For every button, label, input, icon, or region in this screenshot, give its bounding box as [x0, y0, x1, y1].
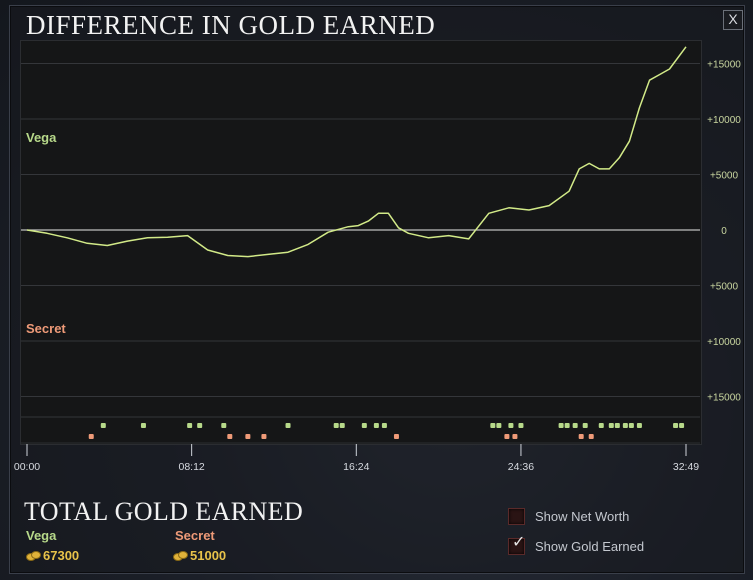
vega-kill-marker: [564, 423, 570, 428]
x-tick-label: 32:49: [673, 461, 699, 473]
y-tick-label: +10000: [707, 337, 741, 348]
secret-kill-marker: [578, 434, 584, 439]
vega-gold-total: 67300: [26, 548, 79, 563]
secret-side-label: Secret: [26, 321, 66, 336]
vega-gold-difference-line: [26, 46, 687, 258]
vega-side-label: Vega: [26, 130, 57, 145]
vega-kill-marker: [572, 423, 578, 428]
y-tick-label: +5000: [710, 171, 739, 182]
vega-team-name: Vega: [26, 528, 57, 543]
secret-kill-marker: [393, 434, 399, 439]
vega-kill-marker: [496, 423, 502, 428]
x-tick-label: 24:36: [508, 461, 534, 473]
vega-kill-marker: [622, 423, 628, 428]
secret-kill-marker: [227, 434, 233, 439]
secret-kill-marker: [245, 434, 251, 439]
vega-kill-marker: [490, 423, 496, 428]
close-button[interactable]: X: [723, 10, 743, 30]
secret-kill-marker: [512, 434, 518, 439]
gold-coin-icon: [173, 551, 188, 561]
graph-title: DIFFERENCE IN GOLD EARNED: [26, 10, 436, 40]
vega-kill-marker: [361, 423, 367, 428]
vega-kill-marker: [339, 423, 345, 428]
vega-kill-marker: [197, 423, 203, 428]
vega-kill-marker: [187, 423, 193, 428]
vega-kill-marker: [140, 423, 146, 428]
vega-kill-marker: [558, 423, 564, 428]
vega-kill-marker: [636, 423, 642, 428]
secret-team-name: Secret: [175, 528, 215, 543]
y-tick-label: +15000: [707, 393, 741, 404]
vega-kill-marker: [221, 423, 227, 428]
secret-kill-marker: [588, 434, 594, 439]
vega-kill-marker: [285, 423, 291, 428]
vega-kill-marker: [373, 423, 379, 428]
checkmark-icon: ✓: [512, 533, 526, 551]
vega-kill-marker: [608, 423, 614, 428]
vega-kill-marker: [508, 423, 514, 428]
vega-gold-value: 67300: [43, 548, 80, 563]
secret-gold-value: 51000: [190, 548, 227, 563]
total-gold-title: TOTAL GOLD EARNED: [24, 497, 304, 526]
vega-kill-marker: [333, 423, 339, 428]
net-worth-label: Show Net Worth: [535, 508, 630, 524]
secret-gold-total: 51000: [173, 548, 226, 563]
vega-kill-marker: [598, 423, 604, 428]
vega-kill-marker: [381, 423, 387, 428]
vega-kill-marker: [628, 423, 634, 428]
x-tick-label: 08:12: [179, 461, 205, 473]
show-net-worth-toggle[interactable]: Show Net Worth: [508, 506, 629, 526]
vega-kill-marker: [679, 423, 685, 428]
y-tick-label: +5000: [710, 282, 739, 293]
secret-kill-marker: [88, 434, 94, 439]
y-tick-label: +10000: [707, 115, 741, 126]
y-tick-label: 0: [721, 226, 727, 237]
net-worth-checkbox[interactable]: [508, 507, 525, 525]
vega-kill-marker: [582, 423, 588, 428]
chart-area: [20, 40, 702, 445]
show-gold-earned-toggle[interactable]: ✓ Show Gold Earned: [508, 533, 645, 556]
gold-earned-label: Show Gold Earned: [535, 538, 645, 554]
y-tick-label: +15000: [707, 60, 741, 71]
gold-earned-checkbox[interactable]: ✓: [508, 533, 526, 555]
gold-coin-icon: [26, 551, 41, 561]
vega-kill-marker: [614, 423, 620, 428]
x-tick-label: 16:24: [343, 461, 369, 473]
secret-kill-marker: [504, 434, 510, 439]
gold-difference-chart: +15000 +10000 +5000 0 +5000 +10000 +15000 00:00…: [14, 46, 741, 473]
vega-kill-marker: [518, 423, 524, 428]
vega-kill-marker: [673, 423, 679, 428]
x-tick-label: 00:00: [14, 461, 40, 473]
vega-kill-marker: [100, 423, 106, 428]
secret-kill-marker: [261, 434, 267, 439]
